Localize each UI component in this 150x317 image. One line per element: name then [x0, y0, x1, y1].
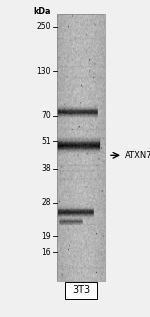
Text: 130: 130: [36, 67, 51, 76]
Text: 28: 28: [42, 198, 51, 207]
Text: 250: 250: [36, 23, 51, 31]
Text: 38: 38: [41, 164, 51, 173]
Bar: [65, 282, 97, 299]
Text: ATXN7L3: ATXN7L3: [124, 151, 150, 160]
Text: 19: 19: [41, 232, 51, 241]
Text: 51: 51: [41, 137, 51, 146]
Bar: [57, 14, 105, 281]
Text: kDa: kDa: [33, 7, 51, 16]
Text: 70: 70: [41, 111, 51, 120]
Text: 16: 16: [41, 248, 51, 256]
Bar: [57, 14, 105, 281]
Text: 3T3: 3T3: [72, 285, 90, 295]
